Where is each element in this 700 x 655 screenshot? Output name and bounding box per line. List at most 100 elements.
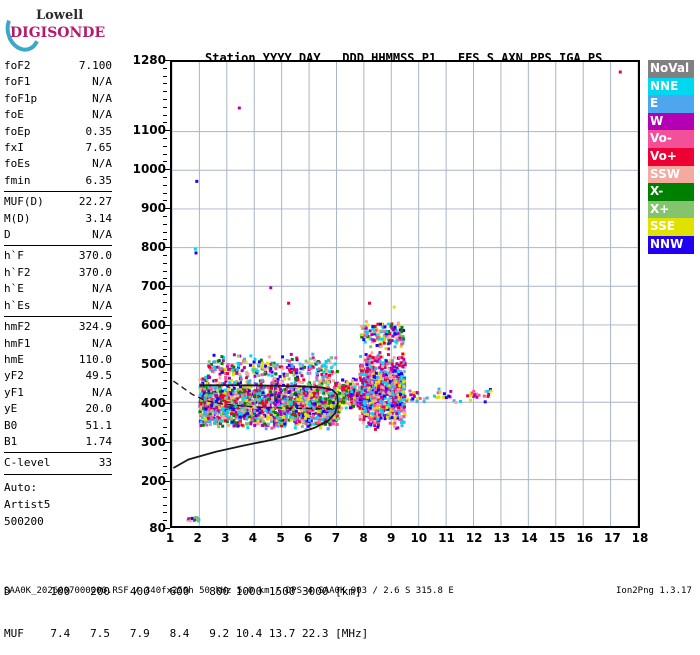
- param-row-yE: yE 20.0: [4, 401, 112, 417]
- param-value: N/A: [92, 282, 112, 296]
- y-tick-label: 1000: [132, 162, 166, 177]
- ionogram-parameters-panel: foF2 7.100 foF1 N/A foF1p N/A foE N/A foEp 0.35 fx…: [4, 58, 112, 530]
- x-tick-label: 1: [165, 531, 175, 545]
- param-row-B0: B0 51.1: [4, 418, 112, 434]
- param-key: yF2: [4, 369, 24, 383]
- param-value: N/A: [92, 298, 112, 312]
- y-tick-minor: [163, 231, 167, 233]
- legend-item-vo[interactable]: Vo+: [648, 147, 694, 166]
- y-tick-label: 1280: [132, 53, 166, 67]
- param-row-D: D N/A: [4, 227, 112, 243]
- logo-lowell-text: Lowell: [36, 8, 84, 23]
- y-tick-minor: [163, 520, 167, 522]
- param-row-foF1: foF1 N/A: [4, 74, 112, 90]
- x-tick-label: 8: [359, 531, 368, 545]
- param-key: fxI: [4, 141, 24, 155]
- legend-item-x[interactable]: X+: [648, 200, 694, 219]
- y-tick-minor: [163, 161, 167, 163]
- param-value: 49.5: [85, 369, 113, 383]
- y-tick-minor: [163, 496, 167, 498]
- y-tick-minor: [163, 489, 167, 490]
- x-tick-label: 2: [193, 531, 202, 545]
- y-tick-minor: [163, 340, 167, 342]
- legend-item-vo[interactable]: Vo-: [648, 130, 694, 148]
- param-key: hmF1: [4, 336, 31, 350]
- legend-item-noval[interactable]: NoVal: [648, 60, 694, 78]
- param-key: foF1: [4, 75, 31, 89]
- y-tick-minor: [163, 403, 167, 405]
- y-tick-minor: [163, 418, 167, 420]
- y-tick-minor: [163, 317, 167, 319]
- legend-item-sse[interactable]: SSE: [648, 218, 694, 236]
- echo-outlier: [269, 286, 273, 290]
- y-tick-minor: [163, 239, 167, 241]
- echo-outlier: [194, 251, 198, 255]
- ionogram-plot[interactable]: [170, 60, 640, 528]
- param-key: MUF(D): [4, 195, 44, 209]
- legend-item-ssw[interactable]: SSW: [648, 165, 694, 184]
- param-row-hEs: h`Es N/A: [4, 298, 112, 314]
- y-tick-minor: [163, 426, 167, 428]
- param-key: M(D): [4, 211, 31, 225]
- legend-item-nnw[interactable]: NNW: [648, 235, 694, 254]
- param-value: N/A: [92, 385, 112, 399]
- scale-row-distance: D 100 200 400 600 800 1000 1500 3000 [km…: [4, 585, 362, 598]
- y-tick-minor: [163, 301, 167, 303]
- x-tick-label: 14: [521, 531, 538, 545]
- y-tick-minor: [163, 60, 167, 61]
- param-value: 0.35: [85, 124, 113, 138]
- legend-item-e[interactable]: E: [648, 95, 694, 113]
- param-row-MUFD: MUF(D) 22.27: [4, 194, 112, 210]
- param-key: yF1: [4, 385, 24, 399]
- y-tick-minor: [163, 216, 167, 217]
- param-row-fxI: fxI 7.65: [4, 140, 112, 156]
- x-tick-label: 4: [248, 531, 258, 545]
- param-value: N/A: [92, 91, 112, 105]
- y-tick-minor: [163, 309, 167, 311]
- param-row-hmF1: hmF1 N/A: [4, 336, 112, 352]
- footer-filename: SAA0K_2026007000000.RSF / 340fx256h 50 k…: [4, 586, 454, 596]
- param-group-clevel: C-level 33: [4, 455, 112, 471]
- y-tick-minor: [163, 442, 167, 444]
- y-tick-minor: [163, 286, 167, 288]
- param-value: 110.0: [78, 352, 112, 366]
- y-tick-minor: [163, 278, 167, 280]
- y-tick-minor: [163, 192, 167, 194]
- param-value: 370.0: [78, 249, 112, 263]
- param-divider: [4, 452, 112, 454]
- autoscale-info: Auto: Artist5 500200: [4, 479, 112, 530]
- y-tick-minor: [163, 247, 167, 249]
- x-tick-label: 7: [331, 531, 341, 545]
- param-key: foF2: [4, 59, 31, 72]
- param-key: B0: [4, 418, 18, 432]
- polarization-legend[interactable]: NoVal NNE E W Vo- Vo+ SSW X- X+ SSE NNW: [648, 60, 694, 254]
- autoscale-line: Artist5: [4, 497, 51, 511]
- param-key: h`Es: [4, 298, 31, 312]
- param-value: 22.27: [78, 195, 112, 209]
- param-divider: [4, 191, 112, 193]
- y-tick-minor: [163, 364, 167, 366]
- param-row-foF1p: foF1p N/A: [4, 91, 112, 107]
- y-tick-minor: [163, 294, 167, 295]
- param-value: N/A: [92, 336, 112, 350]
- param-key: hmF2: [4, 320, 31, 334]
- param-value: 20.0: [85, 402, 113, 416]
- y-tick-minor: [163, 75, 167, 77]
- y-tick-minor: [163, 528, 167, 529]
- y-axis-ticks: [163, 60, 170, 529]
- legend-item-nne[interactable]: NNE: [648, 77, 694, 96]
- legend-item-w[interactable]: W: [648, 112, 694, 131]
- param-key: foEp: [4, 124, 31, 138]
- y-tick-minor: [163, 348, 167, 350]
- param-row-MD: M(D) 3.14: [4, 211, 112, 227]
- x-tick-label: 13: [493, 531, 511, 545]
- echo-outlier: [193, 247, 197, 251]
- y-tick-minor: [163, 255, 167, 256]
- y-tick-minor: [163, 145, 167, 147]
- param-value: 1.74: [85, 434, 113, 448]
- legend-item-x[interactable]: X-: [648, 183, 694, 201]
- param-value: N/A: [92, 75, 112, 89]
- x-tick-label: 12: [465, 531, 483, 545]
- y-tick-minor: [163, 184, 167, 186]
- electron-density-profile-curve: [172, 384, 339, 469]
